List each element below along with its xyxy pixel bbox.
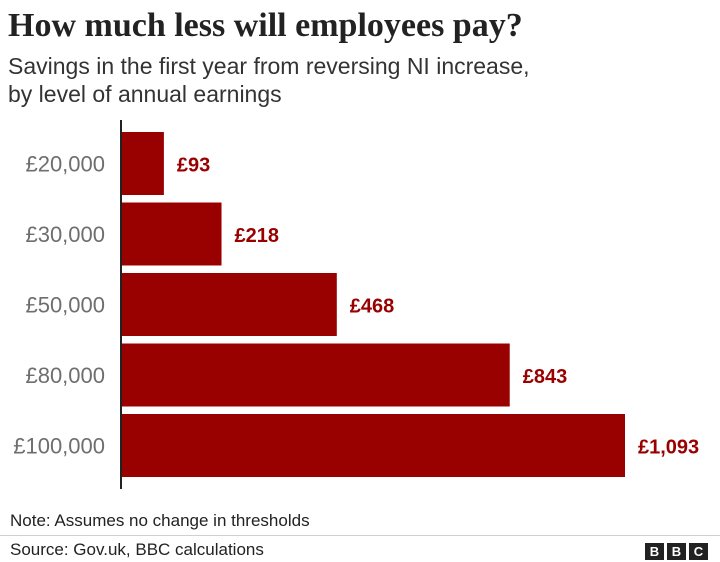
subtitle-line-1: Savings in the first year from reversing… [8, 53, 530, 79]
category-label: £50,000 [25, 293, 105, 318]
value-label: £93 [177, 155, 210, 177]
chart-note: Note: Assumes no change in thresholds [10, 511, 310, 530]
value-label: £218 [235, 225, 279, 247]
bar-chart: £20,000 £93 £30,000 £218 £50,000 £468 £80,000 £… [13, 120, 699, 489]
chart-source: Source: Gov.uk, BBC calculations [10, 540, 264, 559]
bar [121, 132, 164, 195]
chart-title: How much less will employees pay? [8, 7, 523, 44]
footer-divider [0, 535, 720, 536]
bar [121, 202, 222, 266]
bar [121, 343, 510, 407]
category-label: £20,000 [25, 152, 105, 177]
chart-subtitle: Savings in the first year from reversing… [8, 52, 708, 108]
category-label: £100,000 [13, 434, 105, 459]
value-label: £468 [350, 296, 395, 318]
value-label: £1,093 [638, 437, 699, 459]
bbc-logo: B B C [645, 543, 708, 560]
bar [121, 414, 625, 477]
logo-letter-3: C [689, 543, 708, 560]
logo-letter-1: B [645, 543, 664, 560]
logo-letter-2: B [667, 543, 686, 560]
category-label: £30,000 [25, 222, 105, 247]
value-label: £843 [523, 366, 568, 388]
subtitle-line-2: by level of annual earnings [8, 81, 282, 107]
category-label: £80,000 [25, 363, 105, 388]
bar [121, 273, 337, 336]
